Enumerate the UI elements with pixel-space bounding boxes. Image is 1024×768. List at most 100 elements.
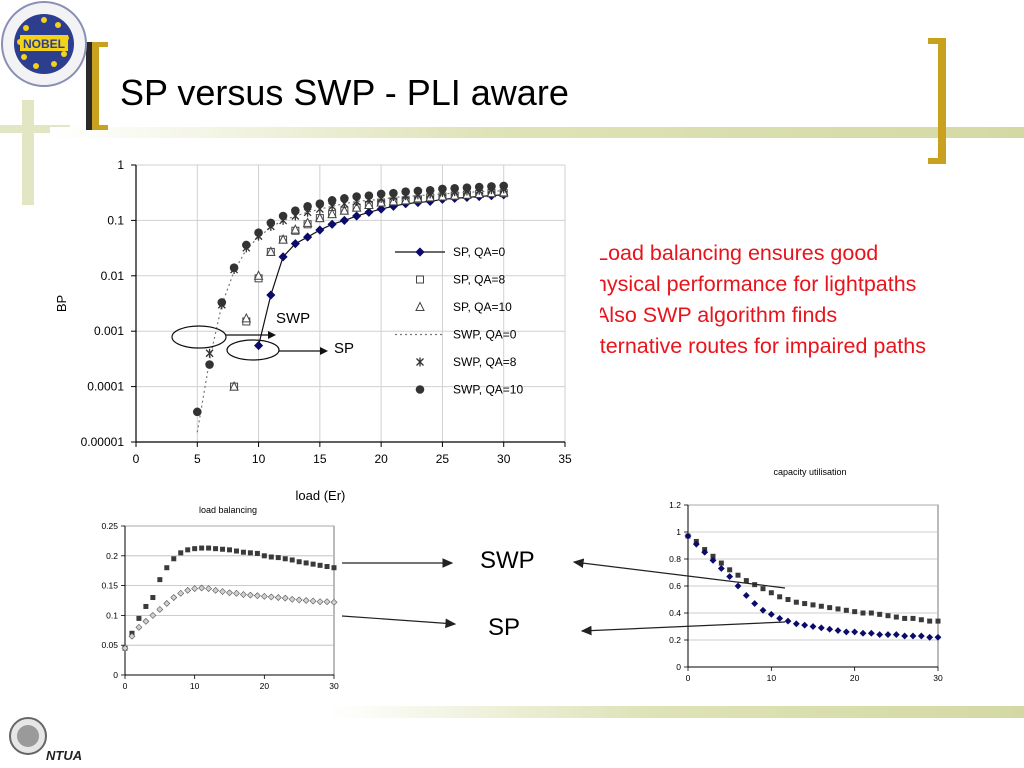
data-point-square [802, 601, 808, 607]
x-tick-label: 35 [558, 452, 572, 466]
main-bp-chart: 0 5 10 15 20 25 30 35 1 0.1 0.01 0.001 0.0001 0.00001… [50, 140, 600, 520]
data-point-diamond [149, 611, 157, 619]
data-point-diamond [684, 532, 692, 540]
logo-text: NOBEL [23, 37, 65, 51]
chart-panel [50, 140, 600, 520]
x-tick-label: 0 [686, 673, 691, 683]
data-point-circle [315, 199, 325, 209]
data-point-circle [462, 183, 472, 192]
x-tick-label: 25 [436, 452, 450, 466]
data-point-diamond [327, 219, 337, 229]
data-point-square [296, 559, 302, 565]
data-point-triangle [266, 246, 276, 256]
data-point-diamond [274, 594, 282, 601]
data-point-diamond [240, 591, 247, 598]
data-point-diamond [323, 598, 331, 606]
data-point-diamond [260, 592, 268, 600]
x-tick-label: 0 [133, 452, 140, 466]
data-point-square [192, 546, 198, 552]
x-tick-label: 30 [933, 673, 943, 683]
data-point-square [718, 560, 724, 566]
annotation-sp: SP [334, 340, 354, 357]
data-point-diamond [717, 565, 725, 572]
y-tick-label: 1 [117, 158, 124, 172]
data-point-diamond [303, 232, 313, 242]
data-point-square [136, 615, 142, 621]
deco-vertical-bar-2 [0, 125, 70, 133]
data-point-circle [389, 188, 398, 198]
data-point-circle [487, 182, 496, 191]
data-point-circle [450, 183, 459, 193]
data-point-square [275, 555, 281, 561]
series-diamond [121, 584, 338, 652]
callout-sp-label: SP [488, 614, 521, 641]
nobel-logo: NOBEL [1, 1, 87, 87]
data-point-diamond [352, 211, 362, 221]
x-tick-label: 15 [313, 452, 327, 466]
data-point-square [818, 603, 824, 609]
y-tick-label: 1.2 [669, 500, 681, 510]
data-point-square [743, 578, 749, 584]
data-point-square [735, 572, 741, 578]
annotation-ellipse-swp [171, 325, 227, 349]
data-point-square [282, 556, 288, 562]
x-tick-label: 20 [374, 452, 388, 466]
data-point-circle [278, 211, 288, 221]
slide-title: SP versus SWP - PLI aware [120, 72, 569, 113]
bullet-line-4: alternative routes for impaired paths [583, 334, 926, 358]
data-point-circle [413, 186, 423, 196]
data-point-diamond [834, 627, 842, 634]
data-point-diamond [817, 624, 825, 632]
data-point-triangle [364, 199, 374, 209]
data-point-diamond [254, 341, 264, 351]
data-point-diamond [233, 589, 240, 597]
data-point-circle [217, 298, 227, 307]
data-point-diamond [212, 586, 219, 594]
data-point-diamond [742, 592, 750, 599]
data-point-diamond [156, 606, 164, 613]
data-point-square [785, 597, 791, 602]
data-point-square [206, 545, 212, 551]
data-point-circle [425, 185, 435, 195]
y-tick-label: 0.8 [669, 554, 681, 564]
data-point-square [727, 567, 733, 573]
annotation-swp: SWP [276, 310, 310, 327]
series-square [685, 533, 941, 624]
data-point-triangle [351, 202, 362, 212]
data-point-square [810, 602, 816, 608]
x-tick-label: 0 [123, 681, 128, 691]
data-point-square [150, 595, 156, 601]
data-point-diamond [339, 215, 349, 225]
data-point-diamond [309, 597, 317, 605]
data-point-square [220, 546, 226, 552]
title-bracket-right [928, 38, 946, 164]
legend-item: SP, QA=0 [395, 245, 505, 259]
data-point-square [885, 613, 891, 619]
data-point-diamond [767, 610, 775, 618]
data-point-square [902, 615, 908, 621]
data-point-square [178, 550, 184, 556]
data-point-square [910, 615, 916, 621]
data-point-circle [401, 187, 410, 196]
data-point-square [827, 605, 833, 611]
legend-item: SWP, QA=0 [395, 328, 517, 342]
data-point-triangle [315, 212, 325, 223]
data-point-circle [254, 228, 263, 237]
deco-vertical-bar [22, 100, 34, 205]
data-point-diamond [315, 225, 325, 235]
data-point-diamond [278, 252, 288, 262]
callout-swp-label: SWP [480, 547, 535, 574]
bullet-line-3: - Also SWP algorithm finds [583, 303, 838, 327]
data-point-circle [376, 189, 386, 199]
data-point-circle [352, 192, 361, 201]
load-balancing-chart: load balancing 0 0.05 0.1 0.15 0.2 0.25 0 10 20 30 [101, 505, 339, 691]
data-point-diamond [246, 591, 254, 599]
data-point-circle [205, 360, 214, 369]
y-tick-label: 0 [113, 670, 118, 680]
data-point-square [240, 549, 246, 555]
data-point-diamond [191, 585, 199, 593]
data-point-diamond [784, 617, 792, 625]
data-point-diamond [751, 600, 759, 607]
data-point-square [835, 606, 841, 612]
data-point-diamond [302, 597, 310, 604]
